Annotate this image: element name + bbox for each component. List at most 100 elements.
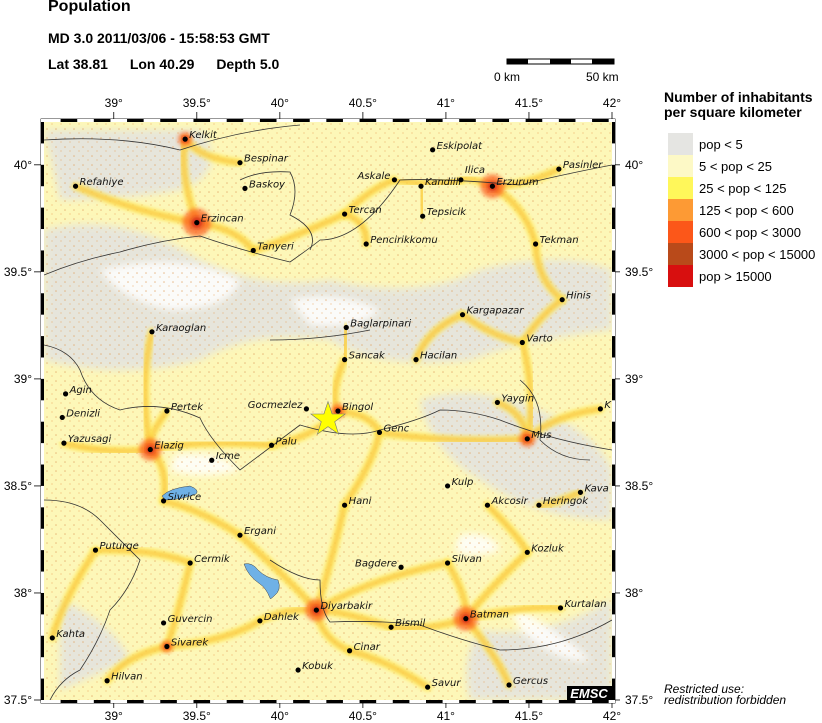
city-dot-icon: [242, 185, 248, 191]
city-label: Kargapazar: [467, 306, 525, 317]
city-pencirikkomu: Pencirikkomu: [363, 235, 438, 247]
map-frame: [40, 118, 616, 704]
legend-item: 600 < pop < 3000: [668, 221, 815, 243]
road: [414, 313, 464, 361]
city-label: Sivarek: [171, 637, 209, 648]
city-label: Kobuk: [302, 661, 334, 672]
city-kozluk: Kozluk: [524, 543, 565, 555]
city-tercan: Tercan: [342, 205, 382, 217]
city-label: Kozluk: [531, 543, 565, 554]
lon-tick-label-top: 39°: [105, 96, 123, 110]
city-label: Tanyeri: [257, 241, 294, 252]
lat-tick-label-right: 37.5°: [625, 693, 653, 707]
lake-hazar: [161, 485, 198, 501]
road: [143, 330, 154, 451]
city-dot-icon: [49, 635, 55, 641]
legend-swatch: [668, 133, 693, 155]
city-kargapazar: Kargapazar: [459, 306, 525, 318]
city-kurtalan: Kurtalan: [557, 599, 607, 611]
city-bismil: Bismil: [388, 618, 425, 630]
city-dot-icon: [237, 160, 243, 166]
lon-tick-label-bottom: 42°: [603, 709, 621, 723]
road: [534, 242, 564, 301]
city-dot-icon: [104, 678, 110, 684]
city-label: Kulp: [452, 477, 474, 488]
lon-tick-label-top: 40.5°: [349, 96, 377, 110]
city-dot-icon: [418, 183, 424, 189]
lon-tick-label-bottom: 41°: [437, 709, 455, 723]
road: [486, 503, 529, 554]
city-dot-icon: [556, 166, 562, 172]
city-dot-icon: [420, 213, 426, 219]
city-label: Baskoy: [249, 179, 286, 190]
city-label: Yaygin: [501, 393, 534, 404]
city-label: Pencirikkomu: [370, 235, 437, 246]
road: [162, 499, 242, 537]
city-dot-icon: [92, 547, 99, 553]
city-hinis: Hinis: [559, 291, 591, 303]
city-heringok: Heringok: [536, 496, 589, 508]
restricted-notice: Restricted use: redistribution forbidden: [664, 682, 786, 706]
city-dot-icon: [342, 211, 348, 217]
legend-swatch: [668, 221, 693, 243]
city-label: Elazig: [154, 441, 184, 452]
city-mus: Mus: [524, 430, 551, 442]
road: [393, 178, 463, 186]
city-hani: Hani: [342, 496, 372, 508]
lon-tick-label-top: 40°: [271, 96, 289, 110]
city-dot-icon: [506, 682, 512, 688]
lat-tick-label-right: 39.5°: [625, 265, 653, 279]
city-label: Pasinler: [563, 160, 603, 171]
city-karaoglan: Karaoglan: [149, 323, 206, 335]
road: [105, 645, 169, 682]
city-akcosir: Akcosir: [484, 496, 529, 508]
city-dot-icon: [444, 560, 451, 566]
legend-item: pop < 5: [668, 133, 815, 155]
city-dot-icon: [458, 177, 464, 183]
city-dot-icon: [559, 297, 565, 303]
restricted-line1: Restricted use:: [664, 682, 745, 696]
city-label: Ergani: [244, 526, 276, 537]
city-dot-icon: [164, 408, 170, 414]
scale-end-label: 50 km: [586, 70, 619, 84]
legend-swatch: [668, 199, 693, 221]
city-label: Tepsicik: [427, 207, 468, 218]
city-kava: Kava: [577, 483, 609, 495]
city-eskipolat: Eskipolat: [430, 141, 483, 153]
city-label: Heringok: [543, 496, 589, 507]
city-dot-icon: [391, 177, 398, 183]
lat-tick-label-left: 37.5°: [4, 693, 32, 707]
city-dot-icon: [303, 406, 310, 412]
lon-tick-label-top: 41°: [437, 96, 455, 110]
road: [165, 561, 192, 648]
city-dot-icon: [376, 429, 383, 436]
city-label: Kava: [584, 483, 608, 494]
city-label: Bismil: [395, 618, 425, 629]
legend-item: 5 < pop < 25: [668, 155, 815, 177]
city-elazig: Elazig: [147, 441, 184, 453]
legend-item: 25 < pop < 125: [668, 177, 815, 199]
lon-tick-label-bottom: 39°: [105, 709, 123, 723]
city-label: Hacilan: [420, 351, 457, 362]
city-dot-icon: [209, 457, 215, 463]
city-k: K: [597, 400, 612, 412]
legend-label: pop > 15000: [699, 268, 772, 284]
city-label: Ilica: [465, 165, 485, 176]
city-label: Kahta: [56, 629, 85, 640]
city-sivrice: Sivrice: [160, 492, 201, 504]
city-silvan: Silvan: [444, 554, 482, 566]
city-tekman: Tekman: [533, 235, 579, 247]
legend-label: 3000 < pop < 15000: [699, 246, 816, 262]
lat-tick-label-left: 39°: [14, 372, 32, 386]
city-dot-icon: [459, 312, 466, 318]
city-dot-icon: [268, 442, 275, 448]
road: [343, 212, 368, 246]
city-dot-icon: [577, 489, 584, 495]
city-tepsicik: Tepsicik: [420, 207, 467, 219]
city-dot-icon: [425, 684, 431, 690]
city-dot-icon: [62, 391, 69, 397]
road: [378, 431, 529, 442]
legend-item: 125 < pop < 600: [668, 199, 815, 221]
road: [521, 298, 564, 344]
